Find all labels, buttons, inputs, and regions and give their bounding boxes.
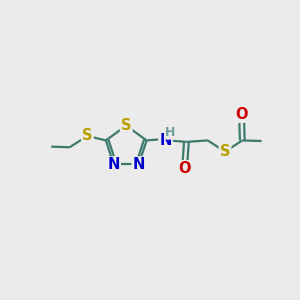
Text: H: H <box>165 126 175 139</box>
Text: N: N <box>159 133 172 148</box>
Text: O: O <box>236 107 248 122</box>
Text: S: S <box>82 128 93 143</box>
Text: N: N <box>107 158 120 172</box>
Text: O: O <box>179 161 191 176</box>
Text: S: S <box>220 144 230 159</box>
Text: N: N <box>133 158 145 172</box>
Text: S: S <box>121 118 131 133</box>
